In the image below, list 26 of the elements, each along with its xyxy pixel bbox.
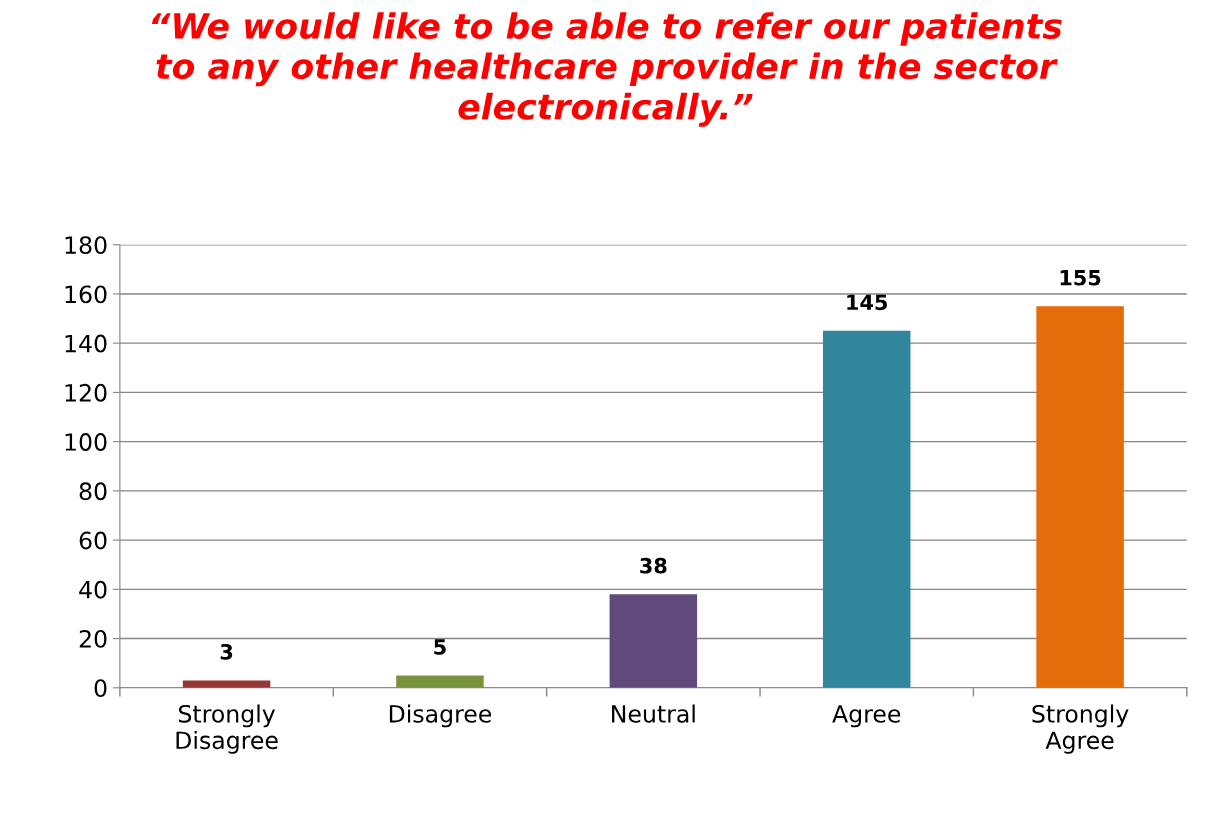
bar	[182, 680, 271, 688]
y-tick-label: 60	[79, 531, 107, 550]
bar	[396, 675, 484, 688]
y-tick-label: 40	[79, 580, 107, 599]
bar	[822, 330, 911, 688]
x-tick-label: Strongly Disagree	[176, 704, 278, 754]
bar	[609, 594, 698, 688]
y-tick-label: 140	[65, 334, 107, 353]
x-tick-label: Strongly Agree	[1032, 704, 1129, 754]
x-tick-label: Agree	[832, 705, 901, 728]
x-tick-label: Disagree	[389, 704, 492, 728]
chart-title: “We would like to be able to refer our patients to any other healthcare provider in the sector electronically.”	[151, 12, 1062, 127]
y-tick-label: 80	[79, 482, 107, 501]
data-label: 3	[220, 643, 233, 660]
y-tick-label: 20	[79, 630, 107, 648]
bar	[1036, 306, 1124, 688]
data-label: 38	[640, 557, 667, 574]
data-label: 155	[1060, 270, 1101, 286]
y-tick-label: 120	[65, 383, 107, 402]
data-label: 145	[847, 294, 887, 311]
y-tick-label: 160	[65, 285, 107, 304]
y-tick-label: 0	[94, 679, 107, 698]
x-tick-label: Neutral	[612, 704, 695, 723]
y-tick-label: 180	[65, 236, 107, 255]
y-tick-label: 100	[65, 433, 107, 451]
data-label: 5	[434, 639, 446, 655]
